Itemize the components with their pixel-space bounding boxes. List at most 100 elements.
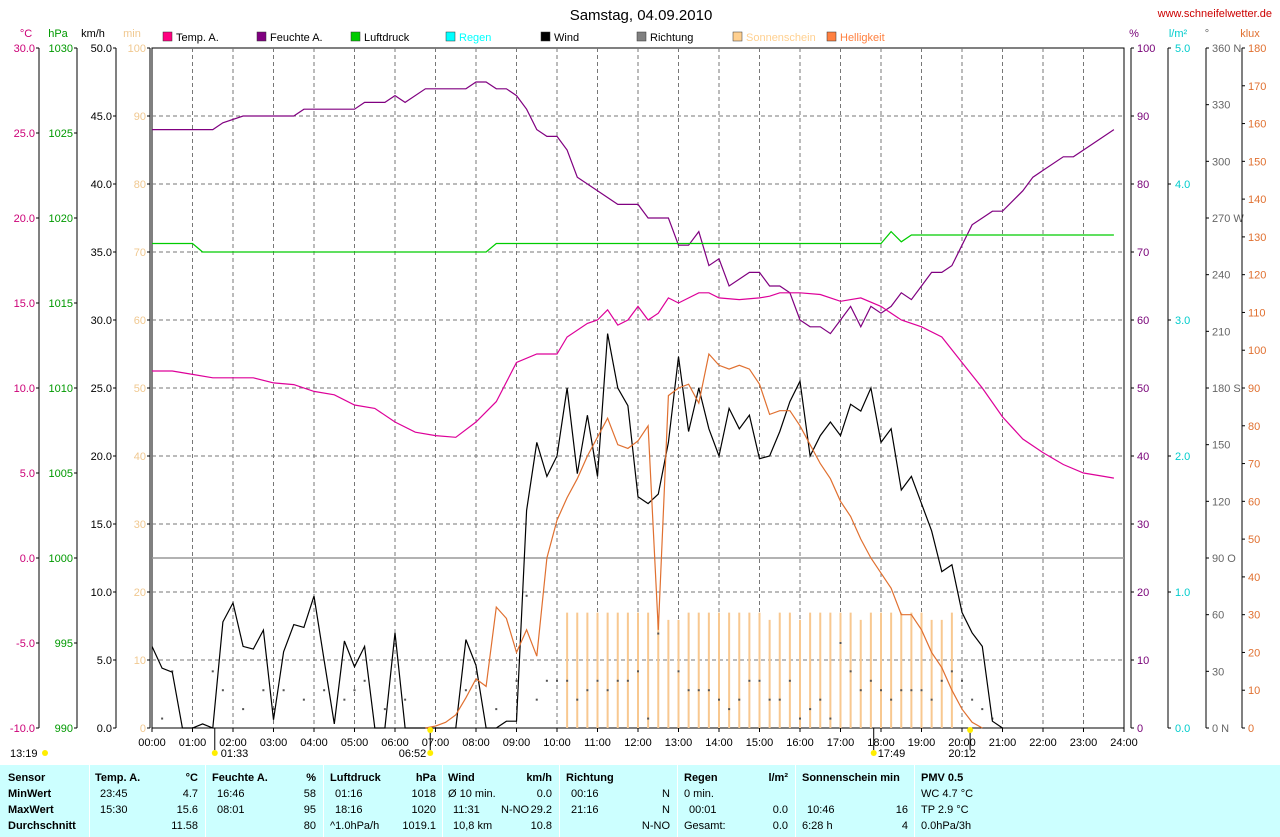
- stats-humidity-min-time: 16:46: [217, 788, 245, 800]
- stats-temp-avg: 11.58: [171, 820, 198, 832]
- statistics-panel: Sensor MinWert MaxWert Durchschnitt Temp…: [0, 765, 1280, 837]
- tick-label-sun: 70: [134, 247, 146, 259]
- tick-label-humidity: 30: [1137, 519, 1149, 531]
- direction-dot: [221, 689, 224, 692]
- direction-dot: [920, 689, 923, 692]
- direction-dot: [748, 679, 751, 682]
- tick-label-wind: 40.0: [91, 179, 112, 191]
- direction-dot: [697, 689, 700, 692]
- stats-wind-max-val: 29.2: [530, 804, 552, 816]
- tick-label-pressure: 1015: [49, 298, 73, 310]
- legend-swatch: [162, 31, 173, 42]
- tick-label-pressure: 990: [55, 723, 73, 735]
- stats-sun-max-time: 10:46: [807, 804, 835, 816]
- tick-label-rain: 4.0: [1175, 179, 1190, 191]
- tick-label-wind: 35.0: [91, 247, 112, 259]
- direction-dot: [637, 670, 639, 673]
- tick-label-direction: 240: [1212, 270, 1230, 282]
- tick-label-light: 40: [1248, 572, 1260, 584]
- tick-label-time: 05:00: [341, 737, 369, 749]
- axes: 30.025.020.015.010.05.00.0-5.0-10.010301…: [10, 43, 1266, 749]
- stats-rain-duration: 0 min.: [684, 788, 714, 800]
- direction-dot: [626, 679, 629, 682]
- sunset-label: 20:12: [948, 748, 976, 760]
- direction-dot: [819, 698, 822, 701]
- direction-dot: [961, 679, 963, 682]
- tick-label-sun: 30: [134, 519, 146, 531]
- tick-label-light: 110: [1248, 307, 1266, 319]
- tick-label-sun: 60: [134, 315, 146, 327]
- stats-humidity-max-val: 95: [303, 804, 316, 816]
- direction-dot: [161, 717, 164, 720]
- direction-dot: [616, 679, 619, 682]
- tick-label-sun: 10: [134, 655, 146, 667]
- tick-label-time: 20:00: [948, 737, 976, 749]
- tick-label-humidity: 0: [1137, 723, 1143, 735]
- site-url: www.schneifelwetter.de: [1157, 8, 1272, 20]
- series-line-luftdruck: [152, 230, 1114, 253]
- direction-dot: [677, 670, 680, 673]
- tick-label-pressure: 995: [55, 638, 73, 650]
- tick-label-temp: 0.0: [20, 553, 35, 565]
- unit-label-humidity: %: [1129, 28, 1139, 40]
- tick-label-rain: 3.0: [1175, 315, 1190, 327]
- unit-label-pressure: hPa: [48, 28, 68, 40]
- stats-wind-title: Wind: [448, 772, 475, 784]
- stats-rain-max-val: 0.0: [772, 804, 788, 816]
- direction-dot: [606, 689, 609, 692]
- tick-label-time: 21:00: [989, 737, 1017, 749]
- direction-dot: [535, 698, 538, 701]
- unit-label-temp: °C: [20, 28, 32, 40]
- tick-label-light: 60: [1248, 496, 1260, 508]
- direction-dot: [718, 698, 720, 701]
- tick-label-time: 13:00: [665, 737, 693, 749]
- tick-label-pressure: 1010: [49, 383, 73, 395]
- tick-label-light: 100: [1248, 345, 1266, 357]
- direction-dot: [880, 689, 882, 692]
- tick-label-light: 70: [1248, 459, 1260, 471]
- tick-label-light: 170: [1248, 81, 1266, 93]
- tick-label-pressure: 1000: [49, 553, 73, 565]
- tick-label-direction: 150: [1212, 440, 1230, 452]
- direction-dot: [566, 679, 569, 682]
- stats-direction-min-val: N: [662, 788, 670, 800]
- stats-pmv-dewpoint: TP 2.9 °C: [921, 804, 969, 816]
- stats-wind-max-time: 11:31: [453, 804, 480, 816]
- stats-temp-max-time: 15:30: [100, 804, 128, 816]
- series-line-temp-a-: [152, 292, 1114, 479]
- legend-swatch: [540, 31, 551, 42]
- direction-dot: [890, 698, 893, 701]
- tick-label-time: 24:00: [1110, 737, 1138, 749]
- stats-pressure-min-val: 1018: [411, 788, 436, 800]
- tick-label-direction: 300: [1212, 156, 1230, 168]
- direction-dot: [363, 679, 366, 682]
- tick-label-sun: 50: [134, 383, 146, 395]
- direction-dot: [596, 679, 599, 682]
- direction-dot: [778, 698, 781, 701]
- stats-row-max: MaxWert: [8, 804, 54, 816]
- stats-wind-avg: 10.8: [530, 820, 552, 832]
- tick-label-time: 19:00: [908, 737, 936, 749]
- tick-label-humidity: 10: [1137, 655, 1149, 667]
- sunrise-icon: [427, 750, 434, 756]
- unit-label-rain: l/m²: [1169, 28, 1188, 40]
- moon-icon: [211, 750, 218, 756]
- stats-wind-unit: km/h: [526, 772, 552, 784]
- current-time-label: 13:19: [10, 748, 38, 760]
- tick-label-rain: 0.0: [1175, 723, 1190, 735]
- stats-humidity-max-time: 08:01: [217, 804, 245, 816]
- direction-dot: [971, 698, 974, 701]
- tick-label-wind: 50.0: [91, 43, 112, 55]
- tick-label-wind: 0.0: [97, 723, 112, 735]
- legend: Temp. A. Feuchte A. Luftdruck Regen Wind Rich…: [162, 31, 885, 44]
- tick-label-temp: 30.0: [14, 43, 35, 55]
- tick-label-humidity: 100: [1137, 43, 1155, 55]
- direction-dot: [657, 632, 660, 635]
- tick-label-pressure: 1025: [49, 128, 73, 140]
- tick-label-direction: 180 S: [1212, 383, 1241, 395]
- direction-dot: [171, 670, 174, 673]
- stats-humidity-title: Feuchte A.: [212, 772, 268, 784]
- direction-dot: [910, 689, 913, 692]
- direction-dot: [383, 708, 386, 711]
- direction-dot: [404, 698, 407, 701]
